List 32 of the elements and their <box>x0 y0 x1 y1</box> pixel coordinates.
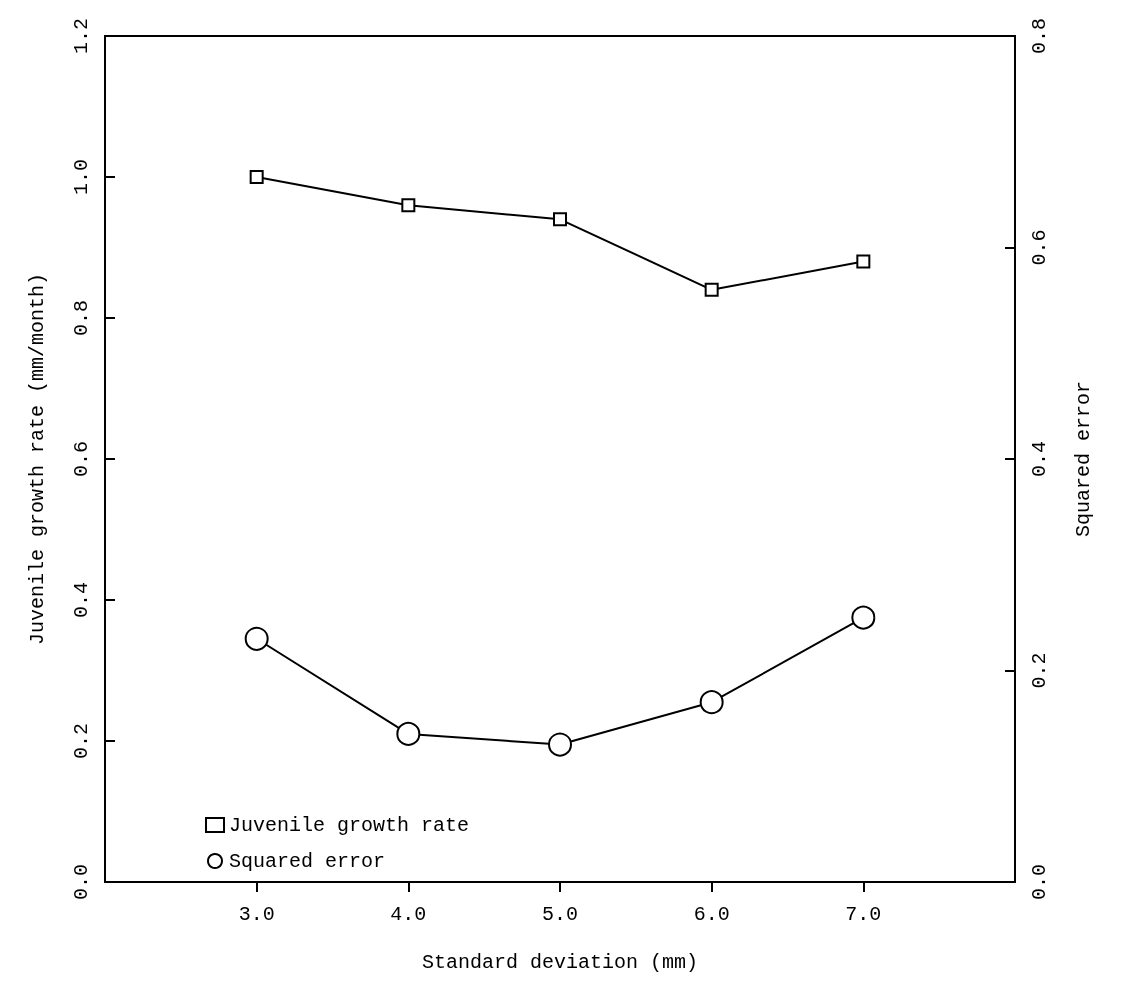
y-tick-label: 1.0 <box>69 158 93 196</box>
y2-tick-label: 0.8 <box>1027 17 1051 55</box>
point <box>249 170 264 184</box>
y2-tick-label: 0.6 <box>1027 229 1051 266</box>
y-tick-label: 1.2 <box>69 17 93 55</box>
x-tick-label: 4.0 <box>390 902 427 926</box>
y2-tick-label: 0.0 <box>1027 863 1051 901</box>
legend-label: Juvenile growth rate <box>229 813 470 837</box>
point <box>401 198 416 213</box>
y2-axis-title: Squared error <box>1071 380 1095 538</box>
y-tick-label: 0.4 <box>69 581 93 619</box>
point <box>851 605 876 630</box>
x-tick-label: 3.0 <box>238 902 275 926</box>
y-tick-label: 0.2 <box>69 722 93 760</box>
y-axis-title: Juvenile growth rate (mm/month) <box>25 272 49 646</box>
legend-label: Squared error <box>229 849 386 873</box>
point <box>704 282 719 297</box>
point <box>548 732 572 757</box>
point <box>244 626 269 651</box>
y2-tick-label: 0.4 <box>1027 440 1051 478</box>
x-tick-label: 7.0 <box>845 902 882 926</box>
y-tick-label: 0.0 <box>69 863 93 901</box>
y-tick-label: 0.6 <box>69 440 93 478</box>
point <box>856 254 871 269</box>
point <box>699 690 724 715</box>
point <box>396 721 421 746</box>
x-tick-label: 5.0 <box>541 902 579 926</box>
y-tick-label: 0.8 <box>69 299 93 337</box>
y2-tick-label: 0.2 <box>1027 652 1051 689</box>
point <box>553 212 567 227</box>
x-tick-label: 6.0 <box>693 902 730 926</box>
x-axis-title: Standard deviation (mm) <box>421 950 699 974</box>
